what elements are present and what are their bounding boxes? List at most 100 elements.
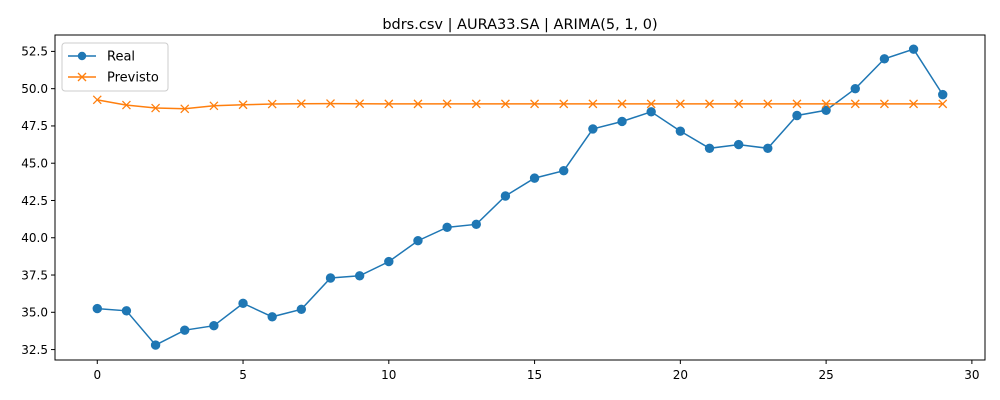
data-point-previsto <box>821 99 831 109</box>
data-point-real <box>500 191 511 201</box>
data-point-previsto <box>909 99 919 109</box>
marker-stroke <box>792 99 802 109</box>
data-point-real <box>209 321 219 331</box>
legend-entry-previsto: Previsto <box>68 71 159 86</box>
data-point-previsto <box>879 99 889 109</box>
data-point-real <box>588 124 598 134</box>
data-point-real <box>850 83 860 94</box>
marker-stroke <box>850 99 860 109</box>
marker-stroke <box>413 99 423 109</box>
x-tick-label: 5 <box>239 368 247 382</box>
series-layer <box>92 44 948 350</box>
data-point-real <box>704 143 715 154</box>
data-point-previsto <box>442 99 452 109</box>
marker-stroke <box>442 99 452 109</box>
data-point-real <box>296 304 307 315</box>
data-point-previsto <box>675 99 685 109</box>
data-point-previsto <box>792 99 802 109</box>
y-tick-label: 40.0 <box>21 231 48 245</box>
data-point-real <box>92 303 102 314</box>
data-point-real <box>413 236 423 246</box>
marker-stroke <box>296 99 306 109</box>
marker-stroke <box>646 99 656 109</box>
data-point-previsto <box>471 99 481 109</box>
marker-stroke <box>151 103 161 113</box>
marker-stroke <box>238 100 248 110</box>
marker-stroke <box>326 99 335 109</box>
marker-stroke <box>355 99 365 109</box>
x-tick-label: 10 <box>381 368 396 382</box>
data-point-real <box>675 126 686 136</box>
series-previsto <box>92 95 948 114</box>
data-point-previsto <box>588 99 598 109</box>
legend: Real Previsto <box>61 42 169 92</box>
data-point-real <box>879 54 890 64</box>
data-point-real <box>938 89 948 100</box>
marker-stroke <box>471 99 481 109</box>
data-point-real <box>354 271 365 281</box>
y-tick-label: 35.0 <box>21 306 48 320</box>
data-point-previsto <box>296 99 306 109</box>
marker-stroke <box>209 101 219 111</box>
chart-title: bdrs.csv | AURA33.SA | ARIMA(5, 1, 0) <box>382 17 657 33</box>
x-tick-label: 15 <box>527 368 542 382</box>
data-point-previsto <box>151 103 161 113</box>
data-point-real <box>121 306 132 316</box>
data-point-real <box>180 325 190 335</box>
marker-stroke <box>180 104 190 114</box>
marker-stroke <box>879 99 889 109</box>
marker-stroke <box>121 100 131 110</box>
marker-stroke <box>734 99 744 109</box>
data-point-real <box>792 110 802 121</box>
data-point-previsto <box>530 99 540 109</box>
data-point-previsto <box>734 99 744 109</box>
data-point-real <box>529 173 540 183</box>
y-tick-label: 32.5 <box>21 343 48 357</box>
data-point-previsto <box>180 104 190 114</box>
legend-marker <box>77 72 87 82</box>
marker-stroke <box>705 99 714 109</box>
data-point-previsto <box>326 99 335 109</box>
data-point-previsto <box>355 99 365 109</box>
y-tick-label: 50.0 <box>21 82 48 96</box>
data-point-previsto <box>121 100 131 110</box>
data-point-previsto <box>705 99 714 109</box>
legend-label: Real <box>107 50 135 65</box>
legend-label: Previsto <box>107 71 159 86</box>
data-point-previsto <box>384 99 394 109</box>
marker-stroke <box>530 99 540 109</box>
data-point-previsto <box>238 100 248 110</box>
data-point-real <box>384 256 394 267</box>
data-point-real <box>325 273 336 283</box>
data-point-real <box>559 165 569 176</box>
x-axis: 0 5 10 15 20 25 30 <box>93 360 980 382</box>
data-point-real <box>646 107 656 117</box>
y-tick-label: 45.0 <box>21 157 48 171</box>
marker-stroke <box>559 99 569 109</box>
data-point-previsto <box>500 99 510 109</box>
x-tick-label: 20 <box>673 368 688 382</box>
marker-stroke <box>588 99 598 109</box>
data-point-previsto <box>763 99 773 109</box>
series-line-real <box>97 48 944 347</box>
series-line-previsto <box>97 99 943 110</box>
data-point-real <box>908 44 919 54</box>
data-point-real <box>150 340 161 350</box>
data-point-real <box>238 298 248 309</box>
marker-stroke <box>617 99 627 109</box>
data-point-real <box>442 222 452 233</box>
x-tick-label: 25 <box>818 368 833 382</box>
y-tick-label: 37.5 <box>21 268 48 282</box>
x-tick-label: 0 <box>93 368 101 382</box>
marker-stroke <box>92 95 102 105</box>
y-tick-label: 42.5 <box>21 194 48 208</box>
data-point-real <box>821 105 831 115</box>
x-tick-label: 30 <box>964 368 979 382</box>
marker-stroke <box>267 99 277 109</box>
marker-stroke <box>909 99 919 109</box>
legend-box <box>61 42 169 92</box>
marker-stroke <box>821 99 831 109</box>
legend-marker <box>77 51 87 61</box>
legend-entry-real: Real <box>68 50 135 65</box>
data-point-previsto <box>646 99 656 109</box>
